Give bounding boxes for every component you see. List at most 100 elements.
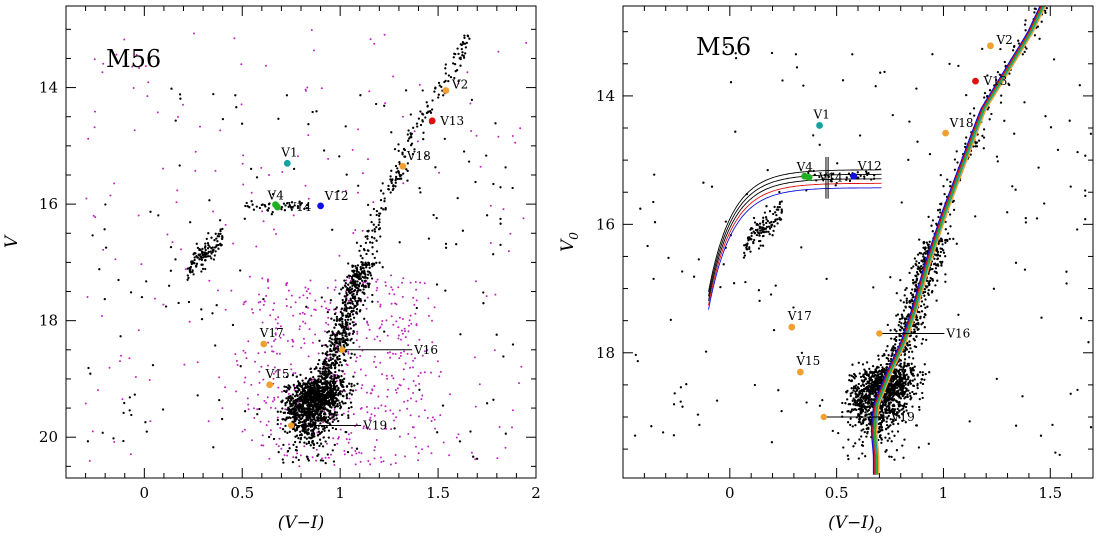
y-tick-label: 20 <box>39 428 58 446</box>
field-star-point <box>196 361 199 364</box>
member-star-point <box>255 205 258 208</box>
member-star-point <box>969 153 972 156</box>
member-star-point <box>363 299 367 302</box>
member-star-point <box>341 320 344 323</box>
member-star-point <box>915 87 918 90</box>
field-star-point <box>147 81 150 84</box>
field-star-point <box>327 316 330 319</box>
member-star-point <box>938 208 942 211</box>
member-star-point <box>328 339 331 343</box>
member-star-point <box>858 404 861 408</box>
member-star-point <box>328 417 332 420</box>
member-star-point <box>942 185 945 188</box>
member-star-point <box>308 416 311 419</box>
field-star-point <box>275 327 277 330</box>
member-star-point <box>262 297 265 301</box>
member-star-point <box>905 315 909 318</box>
member-star-point <box>323 427 326 430</box>
field-star-point <box>274 333 277 336</box>
member-star-point <box>291 397 295 400</box>
variable-star-marker <box>317 202 324 210</box>
field-star-point <box>359 407 362 410</box>
member-star-point <box>924 372 927 376</box>
member-star-point <box>375 209 379 213</box>
field-star-point <box>403 350 405 353</box>
member-star-point <box>902 407 905 410</box>
member-star-point <box>1023 101 1026 104</box>
field-star-point <box>275 233 278 235</box>
member-star-point <box>492 253 495 256</box>
field-star-point <box>388 292 391 295</box>
variable-star-label: V1 <box>280 145 297 159</box>
member-star-point <box>842 446 845 449</box>
member-star-point <box>196 246 200 250</box>
member-star-point <box>371 300 374 303</box>
member-star-point <box>1084 194 1087 198</box>
member-star-point <box>327 415 330 419</box>
field-star-point <box>406 399 409 402</box>
member-star-point <box>384 208 387 211</box>
member-star-point <box>719 285 722 289</box>
member-star-point <box>338 323 342 326</box>
member-star-point <box>331 357 334 361</box>
member-star-point <box>905 402 908 406</box>
member-star-point <box>916 386 919 390</box>
member-star-point <box>307 399 310 402</box>
member-star-point <box>907 350 911 354</box>
member-star-point <box>982 128 986 131</box>
member-star-point <box>345 173 348 176</box>
field-star-point <box>292 314 295 317</box>
member-star-point <box>210 247 213 250</box>
left-member-stars <box>86 34 515 465</box>
field-star-point <box>354 463 357 466</box>
field-star-point <box>352 232 355 234</box>
member-star-point <box>316 441 319 445</box>
field-star-point <box>292 372 295 375</box>
field-star-point <box>273 302 276 305</box>
member-star-point <box>907 158 910 162</box>
member-star-point <box>332 363 335 367</box>
member-star-point <box>342 402 345 405</box>
field-star-point <box>306 296 309 299</box>
member-star-point <box>917 446 921 449</box>
member-star-point <box>895 449 899 452</box>
field-star-point <box>274 407 277 410</box>
field-star-point <box>302 337 305 340</box>
member-star-point <box>334 360 338 363</box>
field-star-point <box>102 62 105 65</box>
field-star-point <box>386 351 389 354</box>
member-star-point <box>329 395 332 399</box>
member-star-point <box>378 227 382 230</box>
member-star-point <box>749 250 752 253</box>
member-star-point <box>347 406 351 410</box>
member-star-point <box>463 36 466 40</box>
field-star-point <box>208 279 211 282</box>
member-star-point <box>852 445 855 448</box>
member-star-point <box>309 378 313 381</box>
member-star-point <box>383 197 386 200</box>
member-star-point <box>366 277 369 280</box>
member-star-point <box>327 394 331 397</box>
member-star-point <box>345 394 348 397</box>
member-star-point <box>425 154 428 157</box>
member-star-point <box>348 286 352 289</box>
field-star-point <box>407 324 410 327</box>
member-star-point <box>780 200 783 203</box>
member-star-point <box>902 309 906 312</box>
member-star-point <box>903 402 907 405</box>
member-star-point <box>366 237 369 240</box>
member-star-point <box>375 250 379 253</box>
member-star-point <box>403 155 406 158</box>
field-star-point <box>330 453 332 456</box>
member-star-point <box>411 153 415 156</box>
member-star-point <box>317 430 321 433</box>
member-star-point <box>219 232 222 236</box>
member-star-point <box>914 392 918 395</box>
member-star-point <box>312 446 315 450</box>
member-star-point <box>339 341 342 345</box>
field-star-point <box>384 102 387 105</box>
member-star-point <box>900 322 903 325</box>
member-star-point <box>335 417 338 420</box>
field-star-point <box>353 371 356 374</box>
member-star-point <box>315 398 318 401</box>
